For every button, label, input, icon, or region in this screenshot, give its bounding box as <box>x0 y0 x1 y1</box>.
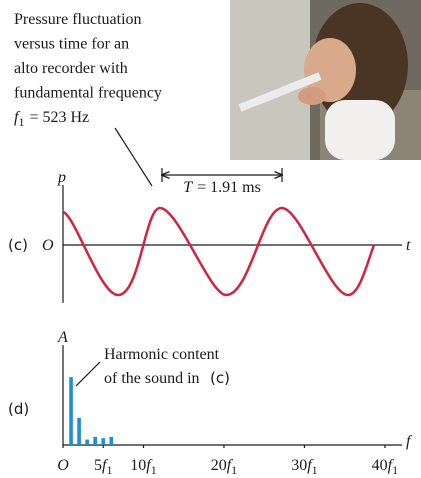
x-axis-label: t <box>406 237 411 254</box>
caption-line: fundamental frequency <box>14 85 162 102</box>
harmonic-bar <box>85 439 89 445</box>
tick-symbol: f <box>227 457 234 474</box>
panel-label: (d) <box>8 400 29 418</box>
period-label: T = 1.91 ms <box>183 179 261 196</box>
subscript: 1 <box>18 115 24 129</box>
caption-line: versus time for an <box>14 36 129 53</box>
harmonic-bar <box>101 438 106 445</box>
x-tick-label: 20f1 <box>211 457 237 477</box>
leader-line <box>114 127 153 187</box>
tick-symbol: f <box>307 457 314 474</box>
tick-label: O <box>57 457 69 474</box>
caption-line: alto recorder with <box>14 60 128 77</box>
symbol: f <box>14 109 21 126</box>
frequency-label: f1 = 523 Hz <box>14 109 89 129</box>
harmonic-bar <box>109 436 114 445</box>
x-tick-label: 30f1 <box>291 457 317 477</box>
symbol: T <box>183 179 193 196</box>
harmonic-bar <box>69 377 73 445</box>
tick-symbol: f <box>102 457 109 474</box>
text: = 1.91 ms <box>197 179 261 196</box>
tick-symbol: f <box>388 457 395 474</box>
x-axis-label: f <box>406 433 413 450</box>
waveform <box>62 206 376 297</box>
x-tick-label: 5f1 <box>94 457 112 477</box>
tick-subscript: 1 <box>151 463 157 477</box>
tick-label: 30 <box>291 457 307 474</box>
tick-subscript: 1 <box>312 463 318 477</box>
tick-symbol: f <box>146 457 153 474</box>
leader-line <box>75 361 101 387</box>
panel-label: (c) <box>8 236 28 254</box>
tick-label: 10 <box>130 457 146 474</box>
tick-label: 20 <box>211 457 227 474</box>
y-axis-label: A <box>57 329 68 346</box>
annotation-line: of the sound in <box>104 370 200 387</box>
harmonic-bar <box>77 417 81 445</box>
tick-subscript: 1 <box>392 463 398 477</box>
y-axis-label: p <box>57 169 66 186</box>
tick-label: 40 <box>372 457 388 474</box>
x-tick-label: O <box>57 457 69 474</box>
annotation-line: Harmonic content <box>104 346 220 363</box>
annotation-ref: (c) <box>210 369 230 387</box>
photo <box>230 0 421 160</box>
x-tick-label: 40f1 <box>372 457 398 477</box>
caption-line: Pressure fluctuation <box>14 11 142 28</box>
text: = 523 Hz <box>29 109 89 126</box>
x-tick-label: 10f1 <box>130 457 156 477</box>
tick-subscript: 1 <box>106 463 112 477</box>
tick-subscript: 1 <box>231 463 237 477</box>
tick-label: 5 <box>94 457 102 474</box>
harmonic-bar <box>93 436 97 445</box>
origin-label: O <box>42 237 54 254</box>
